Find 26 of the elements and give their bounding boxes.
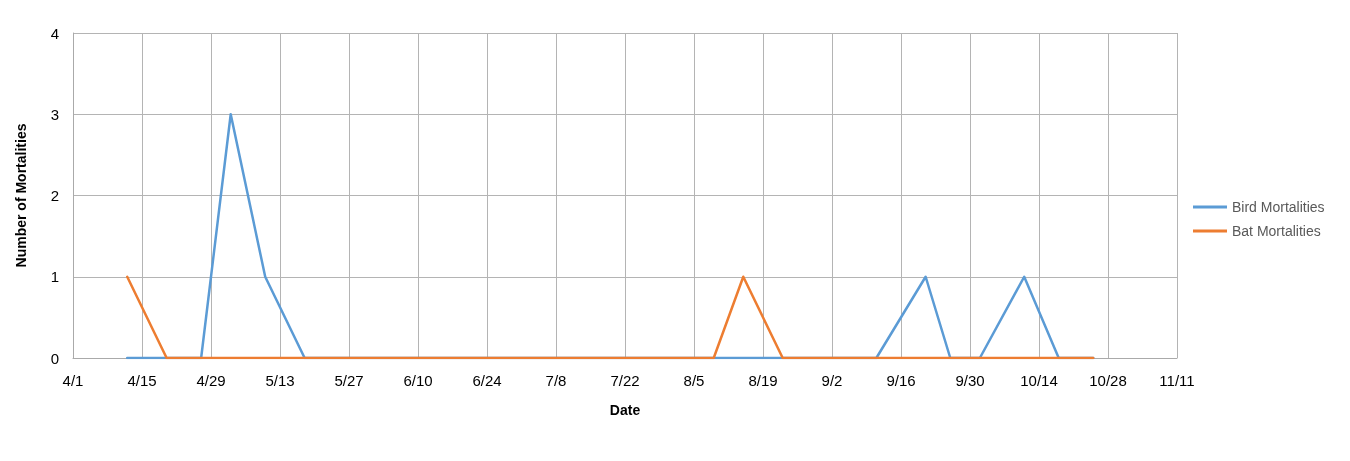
x-tick-label: 8/19 [748, 372, 778, 389]
x-tick-label: 4/29 [196, 372, 226, 389]
x-tick-label: 9/2 [821, 372, 843, 389]
x-tick-label: 7/8 [545, 372, 567, 389]
x-tick-label: 10/14 [1020, 372, 1058, 389]
x-tick-label: 8/5 [683, 372, 705, 389]
x-tick-label: 7/22 [610, 372, 640, 389]
y-tick-label: 1 [50, 268, 59, 286]
x-tick-label: 4/15 [127, 372, 157, 389]
y-tick-label: 2 [50, 187, 59, 204]
x-tick-label: 9/16 [886, 372, 916, 389]
x-tick-label: 10/28 [1089, 372, 1127, 389]
x-tick-label: 5/27 [334, 372, 364, 389]
y-axis-title: Number of Mortalities [13, 123, 29, 268]
legend-label: Bat Mortalities [1232, 223, 1321, 239]
x-tick-label: 9/30 [955, 372, 985, 389]
legend-label: Bird Mortalities [1232, 199, 1325, 215]
y-tick-label: 3 [50, 105, 59, 123]
x-tick-label: 6/24 [472, 372, 502, 389]
x-tick-label: 11/11 [1159, 372, 1195, 389]
x-tick-label: 6/10 [403, 372, 433, 389]
x-axis-title: Date [609, 402, 641, 418]
y-tick-label: 4 [50, 24, 59, 42]
x-tick-label: 4/1 [62, 372, 84, 389]
x-tick-label: 5/13 [265, 372, 295, 389]
y-tick-label: 0 [50, 349, 59, 367]
